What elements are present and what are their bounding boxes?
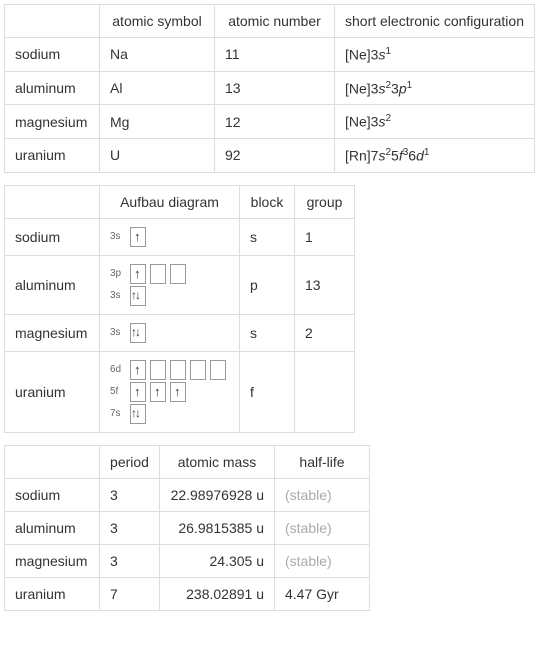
element-name: aluminum	[5, 255, 100, 314]
group: 13	[295, 255, 355, 314]
element-name: uranium	[5, 351, 100, 432]
element-name: magnesium	[5, 105, 100, 139]
atomic-number: 13	[215, 71, 335, 105]
header-half-life: half-life	[275, 445, 370, 478]
half-life: (stable)	[275, 478, 370, 511]
electronic-config: [Rn]7s25f36d1	[335, 138, 535, 172]
block: f	[240, 351, 295, 432]
atomic-symbol: Mg	[100, 105, 215, 139]
header-atomic-number: atomic number	[215, 5, 335, 38]
atomic-symbol: Na	[100, 38, 215, 72]
aufbau-diagram: 6d 5f 7s	[100, 351, 240, 432]
atomic-number: 11	[215, 38, 335, 72]
atomic-mass: 24.305 u	[160, 544, 275, 577]
table-row: sodium Na 11 [Ne]3s1	[5, 38, 535, 72]
table-row: sodium 3 22.98976928 u (stable)	[5, 478, 370, 511]
table-row: aluminum 3 26.9815385 u (stable)	[5, 511, 370, 544]
period: 3	[100, 478, 160, 511]
electronic-config: [Ne]3s23p1	[335, 71, 535, 105]
header-aufbau: Aufbau diagram	[100, 185, 240, 218]
header-atomic-mass: atomic mass	[160, 445, 275, 478]
block: s	[240, 218, 295, 255]
element-name: sodium	[5, 38, 100, 72]
element-name: uranium	[5, 138, 100, 172]
group: 2	[295, 314, 355, 351]
group	[295, 351, 355, 432]
period: 7	[100, 577, 160, 610]
table-row: magnesium 3s s 2	[5, 314, 355, 351]
table-row: sodium 3s s 1	[5, 218, 355, 255]
aufbau-diagram: 3s	[100, 218, 240, 255]
table-row: aluminum 3p 3s p 13	[5, 255, 355, 314]
element-name: sodium	[5, 478, 100, 511]
aufbau-diagram: 3p 3s	[100, 255, 240, 314]
table-aufbau: Aufbau diagram block group sodium 3s s 1…	[4, 185, 355, 433]
block: s	[240, 314, 295, 351]
atomic-symbol: Al	[100, 71, 215, 105]
atomic-mass: 26.9815385 u	[160, 511, 275, 544]
table-row: magnesium 3 24.305 u (stable)	[5, 544, 370, 577]
atomic-mass: 22.98976928 u	[160, 478, 275, 511]
period: 3	[100, 544, 160, 577]
aufbau-diagram: 3s	[100, 314, 240, 351]
table-row: uranium 7 238.02891 u 4.47 Gyr	[5, 577, 370, 610]
atomic-number: 92	[215, 138, 335, 172]
element-name: magnesium	[5, 314, 100, 351]
table-row: aluminum Al 13 [Ne]3s23p1	[5, 71, 535, 105]
table-row: uranium 6d 5f 7s f	[5, 351, 355, 432]
electronic-config: [Ne]3s1	[335, 38, 535, 72]
group: 1	[295, 218, 355, 255]
element-name: aluminum	[5, 71, 100, 105]
header-electronic-config: short electronic configuration	[335, 5, 535, 38]
half-life: (stable)	[275, 511, 370, 544]
table-period-mass: period atomic mass half-life sodium 3 22…	[4, 445, 370, 611]
table-header-row: Aufbau diagram block group	[5, 185, 355, 218]
header-blank	[5, 5, 100, 38]
header-blank	[5, 185, 100, 218]
electronic-config: [Ne]3s2	[335, 105, 535, 139]
half-life: (stable)	[275, 544, 370, 577]
table-row: uranium U 92 [Rn]7s25f36d1	[5, 138, 535, 172]
block: p	[240, 255, 295, 314]
table-atomic-properties: atomic symbol atomic number short electr…	[4, 4, 535, 173]
element-name: uranium	[5, 577, 100, 610]
header-period: period	[100, 445, 160, 478]
atomic-symbol: U	[100, 138, 215, 172]
period: 3	[100, 511, 160, 544]
table-header-row: atomic symbol atomic number short electr…	[5, 5, 535, 38]
atomic-number: 12	[215, 105, 335, 139]
header-group: group	[295, 185, 355, 218]
element-name: aluminum	[5, 511, 100, 544]
half-life: 4.47 Gyr	[275, 577, 370, 610]
header-atomic-symbol: atomic symbol	[100, 5, 215, 38]
atomic-mass: 238.02891 u	[160, 577, 275, 610]
table-row: magnesium Mg 12 [Ne]3s2	[5, 105, 535, 139]
element-name: sodium	[5, 218, 100, 255]
element-name: magnesium	[5, 544, 100, 577]
table-header-row: period atomic mass half-life	[5, 445, 370, 478]
header-block: block	[240, 185, 295, 218]
header-blank	[5, 445, 100, 478]
